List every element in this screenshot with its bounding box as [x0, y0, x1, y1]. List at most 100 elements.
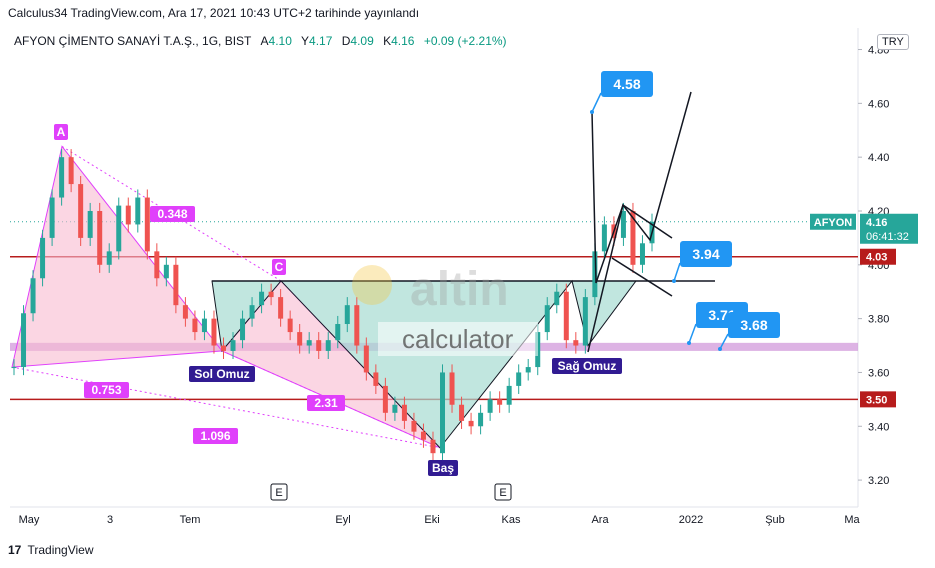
ratio-label-bg	[193, 428, 238, 444]
x-tick-label: Eki	[424, 514, 439, 526]
candle-body	[59, 157, 65, 198]
candle-body	[116, 205, 122, 252]
ratio-label-bg	[84, 382, 129, 398]
footer-brand[interactable]: TradingView	[27, 543, 94, 557]
callout-394-anchor	[672, 279, 676, 283]
open-value: 4.10	[268, 34, 292, 48]
candle-body	[249, 305, 255, 319]
candle-body	[506, 385, 512, 405]
candle-body	[411, 420, 417, 432]
candle-body	[30, 278, 36, 314]
candle-body	[630, 210, 636, 265]
candle-body	[373, 372, 379, 386]
callout-394-pointer	[673, 262, 681, 282]
head-label-bg	[428, 460, 458, 476]
candle-body	[287, 318, 293, 333]
candle-body	[21, 313, 27, 368]
candle-body	[220, 345, 226, 351]
right-shoulder-label: Sağ Omuz	[558, 359, 617, 373]
y-tick-label: 4.40	[868, 152, 889, 164]
candle-body	[154, 251, 160, 279]
candle-body	[639, 243, 645, 265]
tradingview-logo-icon[interactable]: 17	[8, 543, 22, 557]
symbol-name: AFYON ÇİMENTO SANAYİ T.A.Ş., 1G, BIST	[14, 34, 252, 48]
x-tick-label: 2022	[679, 514, 703, 526]
callout-368-anchor	[718, 347, 722, 351]
x-tick-label: Tem	[180, 514, 201, 526]
ratio-label: 0.753	[91, 383, 121, 397]
point-a-label-bg	[54, 124, 68, 140]
high-value: 4.17	[309, 34, 333, 48]
candle-body	[87, 210, 93, 238]
callout-371-pointer	[688, 323, 697, 344]
x-tick-label: May	[19, 514, 40, 526]
candle-body	[601, 224, 607, 252]
candle-body	[335, 324, 341, 341]
candle-body	[554, 291, 560, 306]
candle-body	[201, 318, 207, 333]
breakout-target-line	[587, 91, 692, 353]
point-c-label: C	[275, 260, 284, 274]
symbol-tag: AFYON	[814, 217, 853, 229]
x-tick-label: Şub	[765, 514, 785, 526]
candle-body	[363, 345, 369, 373]
x-tick-label: Eyl	[335, 514, 350, 526]
x-tick-label: Ara	[591, 514, 609, 526]
ratio-label: 2.31	[314, 396, 338, 410]
candle-body	[78, 184, 84, 238]
watermark-brand: altin	[410, 263, 509, 316]
open-label: A	[260, 34, 269, 48]
earnings-marker-bg	[270, 483, 288, 501]
left-shoulder-label: Sol Omuz	[194, 367, 249, 381]
candle-body	[525, 367, 531, 373]
last-price-tag-bg	[860, 213, 918, 244]
low-label: D	[341, 34, 351, 48]
candle-body	[325, 340, 331, 351]
candle-body	[49, 197, 55, 238]
watermark-sub: calculator	[402, 324, 514, 354]
candle-body	[582, 297, 588, 346]
point-c-label-bg	[272, 259, 286, 275]
candle-body	[163, 264, 169, 279]
candle-body	[306, 340, 312, 346]
price-tag-bg	[860, 391, 896, 408]
candle-body	[97, 210, 103, 265]
callout-394-bg	[680, 241, 732, 267]
published-header: Calculus34 TradingView.com, Ara 17, 2021…	[8, 6, 420, 20]
price-tag-bg	[860, 248, 896, 265]
candle-body	[592, 251, 598, 298]
low-value: 4.09	[350, 34, 374, 48]
symbol-tag-bg	[810, 213, 856, 230]
callout-368: 3.68	[740, 317, 767, 333]
candle-body	[68, 157, 74, 185]
candle-body	[182, 305, 188, 319]
high-label: Y	[301, 34, 310, 48]
candle-body	[516, 372, 522, 386]
currency-badge[interactable]: TRY	[877, 34, 909, 50]
last-price-tag: 4.16	[866, 217, 887, 229]
candle-body	[173, 264, 179, 306]
left-shoulder-label-bg	[189, 366, 255, 382]
callout-458-bg	[601, 71, 653, 97]
candle-body	[297, 332, 303, 346]
close-value: 4.16	[391, 34, 415, 48]
ohlc-legend: AFYON ÇİMENTO SANAYİ T.A.Ş., 1G, BIST A4…	[14, 34, 513, 48]
earnings-marker-bg	[494, 483, 512, 501]
candle-body	[135, 197, 141, 225]
callout-458-pointer	[591, 92, 602, 113]
countdown-tag: 06:41:32	[866, 231, 909, 243]
candle-body	[40, 237, 46, 279]
callout-394: 3.94	[692, 246, 719, 262]
callout-458-anchor	[590, 110, 594, 114]
breakout-projection	[591, 111, 673, 284]
y-tick-label: 3.60	[868, 367, 889, 379]
candle-body	[354, 305, 360, 346]
candle-body	[620, 210, 626, 238]
point-a-label: A	[57, 125, 66, 139]
candle-body	[440, 372, 446, 454]
candle-body	[401, 404, 407, 421]
y-tick-label: 3.20	[868, 475, 889, 487]
candle-body	[497, 399, 503, 405]
footer: 17 TradingView	[8, 543, 94, 557]
